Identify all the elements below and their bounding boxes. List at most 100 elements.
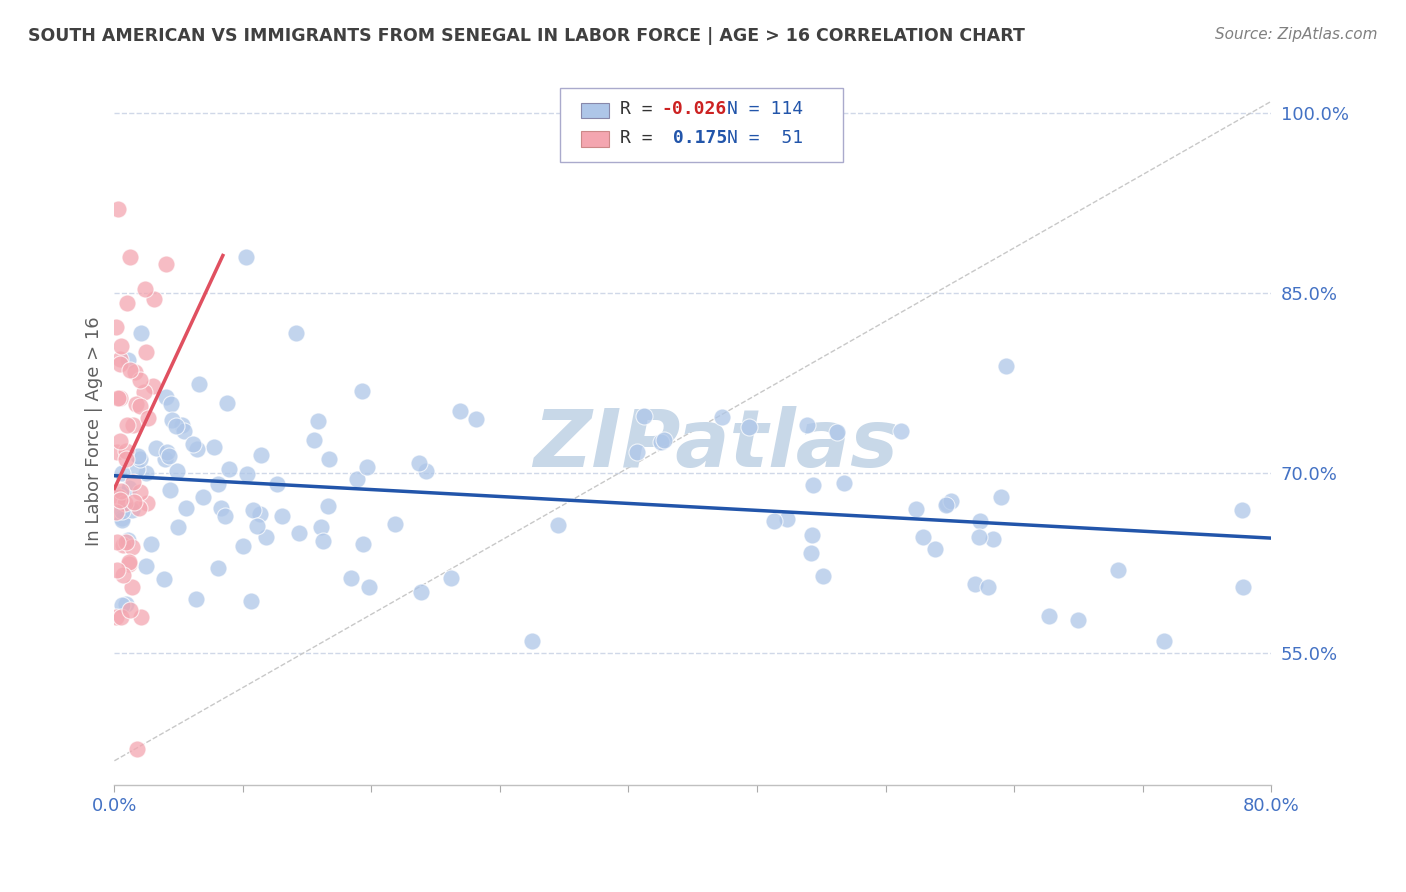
Point bbox=[136, 411, 159, 425]
Point bbox=[167, 519, 190, 533]
Point bbox=[187, 376, 209, 391]
FancyBboxPatch shape bbox=[560, 88, 844, 162]
Point bbox=[115, 417, 138, 432]
Point bbox=[825, 425, 848, 439]
Point bbox=[217, 395, 239, 409]
Point bbox=[115, 443, 138, 458]
Point bbox=[890, 425, 912, 439]
Point bbox=[110, 610, 132, 624]
Point bbox=[240, 594, 263, 608]
Point bbox=[270, 508, 292, 523]
Point bbox=[128, 501, 150, 516]
Point bbox=[284, 326, 307, 340]
Point bbox=[145, 442, 167, 456]
Point bbox=[384, 516, 406, 531]
Point bbox=[232, 540, 254, 554]
Point bbox=[440, 571, 463, 585]
Point bbox=[811, 569, 834, 583]
Point bbox=[202, 440, 225, 454]
Point bbox=[153, 572, 176, 586]
Point bbox=[173, 424, 195, 438]
Point bbox=[969, 514, 991, 528]
Point bbox=[408, 457, 430, 471]
Point bbox=[776, 512, 799, 526]
Point bbox=[186, 442, 208, 456]
Point bbox=[129, 326, 152, 341]
Point bbox=[162, 413, 184, 427]
Point bbox=[108, 357, 131, 371]
Point bbox=[184, 591, 207, 606]
Point bbox=[153, 451, 176, 466]
Point bbox=[118, 250, 141, 264]
Point bbox=[108, 392, 131, 406]
Point bbox=[994, 359, 1017, 374]
Point bbox=[127, 449, 149, 463]
Point bbox=[127, 741, 149, 756]
Point bbox=[108, 493, 131, 508]
Point bbox=[967, 530, 990, 544]
Point bbox=[105, 534, 128, 549]
Point bbox=[107, 391, 129, 405]
Point bbox=[242, 502, 264, 516]
Point bbox=[1107, 563, 1129, 577]
Point bbox=[143, 292, 166, 306]
Point bbox=[165, 419, 187, 434]
Point bbox=[316, 499, 339, 513]
Point bbox=[157, 449, 180, 463]
Point bbox=[352, 537, 374, 551]
Point bbox=[108, 434, 131, 448]
Point bbox=[359, 580, 381, 594]
Point bbox=[977, 580, 1000, 594]
Point bbox=[207, 561, 229, 575]
Point bbox=[249, 448, 271, 462]
Point bbox=[710, 410, 733, 425]
Text: N =  51: N = 51 bbox=[727, 128, 804, 146]
Point bbox=[520, 633, 543, 648]
Point bbox=[350, 384, 373, 398]
Point bbox=[141, 537, 163, 551]
Point bbox=[129, 452, 152, 467]
Point bbox=[115, 535, 138, 549]
Point bbox=[307, 414, 329, 428]
Point bbox=[111, 503, 134, 517]
Point bbox=[132, 384, 155, 399]
Point bbox=[129, 485, 152, 500]
Point bbox=[801, 478, 824, 492]
Point bbox=[464, 411, 486, 425]
Point bbox=[124, 365, 146, 379]
Point bbox=[111, 598, 134, 612]
Point bbox=[191, 490, 214, 504]
Point bbox=[155, 390, 177, 404]
Point bbox=[288, 526, 311, 541]
Text: Source: ZipAtlas.com: Source: ZipAtlas.com bbox=[1215, 27, 1378, 42]
Point bbox=[117, 533, 139, 548]
Point bbox=[135, 466, 157, 480]
Point bbox=[170, 418, 193, 433]
Point bbox=[318, 452, 340, 467]
Point bbox=[218, 462, 240, 476]
Point bbox=[117, 353, 139, 368]
Point bbox=[763, 514, 786, 528]
Point bbox=[924, 542, 946, 557]
Point bbox=[112, 568, 135, 582]
Point bbox=[104, 505, 127, 519]
Point bbox=[142, 379, 165, 393]
Point bbox=[409, 585, 432, 599]
Point bbox=[104, 320, 127, 334]
Point bbox=[356, 459, 378, 474]
Point bbox=[800, 528, 823, 542]
Point bbox=[110, 484, 132, 499]
Point bbox=[254, 530, 277, 544]
Point bbox=[155, 257, 177, 271]
Point bbox=[159, 483, 181, 498]
Point bbox=[108, 351, 131, 366]
Point bbox=[108, 490, 131, 504]
FancyBboxPatch shape bbox=[581, 103, 609, 119]
Point bbox=[129, 373, 152, 387]
Point bbox=[136, 496, 159, 510]
Point bbox=[114, 496, 136, 510]
Text: SOUTH AMERICAN VS IMMIGRANTS FROM SENEGAL IN LABOR FORCE | AGE > 16 CORRELATION : SOUTH AMERICAN VS IMMIGRANTS FROM SENEGA… bbox=[28, 27, 1025, 45]
Point bbox=[129, 610, 152, 624]
Point bbox=[111, 513, 134, 527]
Point bbox=[1038, 609, 1060, 624]
